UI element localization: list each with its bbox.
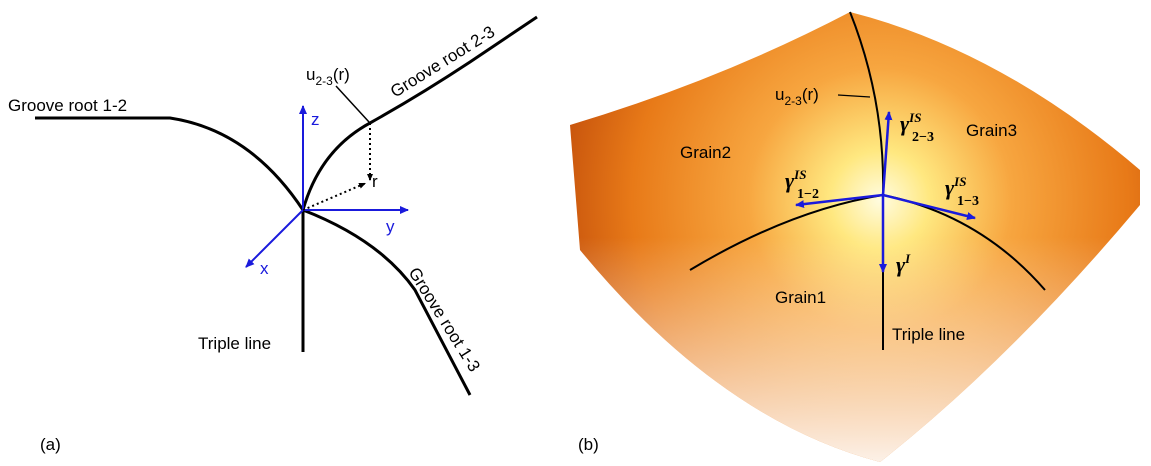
axis-label: y	[386, 217, 395, 236]
grain-label: Grain3	[966, 121, 1017, 140]
groove-label: Groove root 1-3	[405, 264, 484, 375]
surface-fade	[570, 12, 1140, 462]
grain-label: Grain1	[775, 288, 826, 307]
triple-line-label: Triple line	[892, 325, 965, 344]
panel-b: Grain2 Grain3 Grain1 Triple line u2-3(r)…	[570, 12, 1140, 462]
u-sub: 2-3	[315, 74, 333, 88]
u-base: u	[775, 85, 784, 104]
grain-label: Grain2	[680, 143, 731, 162]
u-leader	[336, 86, 369, 122]
gamma-sub: 1−3	[957, 194, 979, 209]
x-axis	[246, 210, 303, 267]
gamma-sup: IS	[908, 110, 921, 125]
u-tail: (r)	[333, 65, 350, 84]
u-base: u	[306, 65, 315, 84]
gamma-sup: IS	[793, 167, 806, 182]
u-sub: 2-3	[784, 94, 802, 108]
panel-label: (b)	[578, 435, 599, 454]
gamma-sub: 2−3	[912, 130, 934, 145]
panel-label: (a)	[40, 435, 61, 454]
gamma-sup: I	[904, 251, 911, 266]
groove-label: Groove root 1-2	[8, 96, 127, 115]
gamma-sup: IS	[953, 174, 966, 189]
panel-a: Groove root 1-2 Groove root 2-3 Groove r…	[8, 17, 537, 454]
u-tail: (r)	[802, 85, 819, 104]
figure: Groove root 1-2 Groove root 2-3 Groove r…	[0, 0, 1151, 466]
axis-label: x	[260, 259, 269, 278]
groove-root-2-3	[303, 17, 537, 210]
r-label: r	[372, 172, 378, 191]
gamma-sub: 1−2	[797, 187, 819, 202]
groove-root-1-2	[35, 118, 303, 210]
groove-label: Groove root 2-3	[387, 22, 498, 101]
u-label: u2-3(r)	[306, 65, 350, 88]
axis-label: z	[311, 110, 320, 129]
triple-line-label: Triple line	[198, 334, 271, 353]
